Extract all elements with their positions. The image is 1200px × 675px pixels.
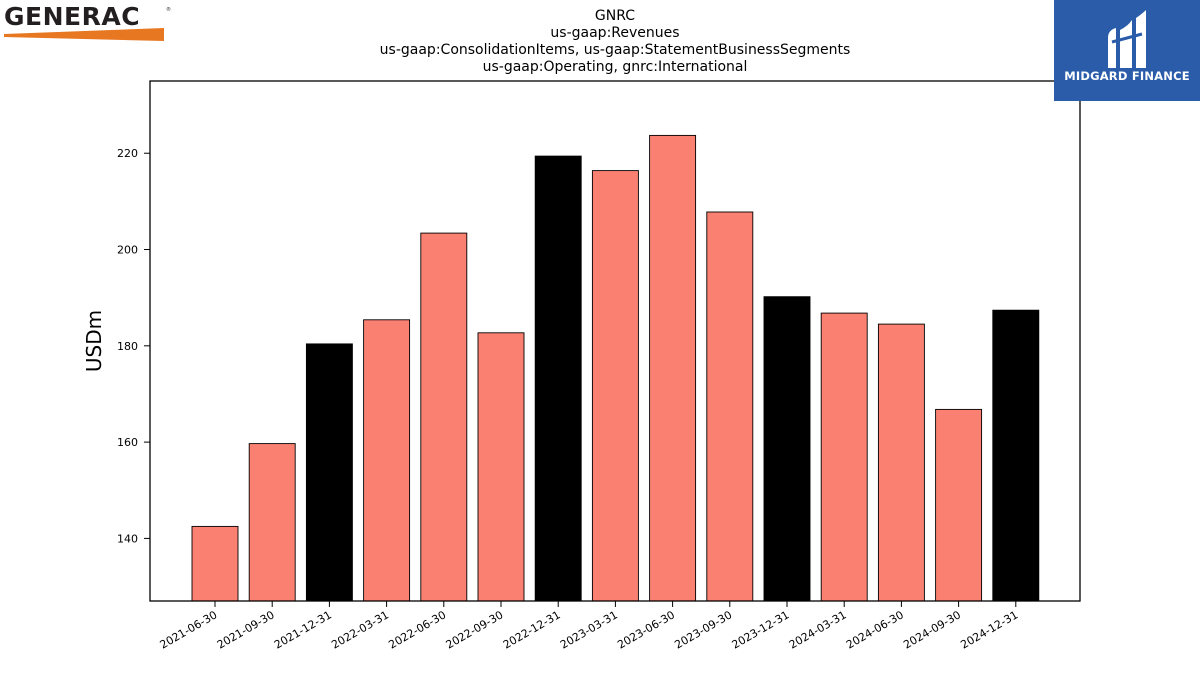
x-tick-label: 2024-12-31 <box>958 608 1020 651</box>
x-tick-label: 2022-09-30 <box>444 608 506 651</box>
bars <box>191 134 1040 602</box>
x-tick-label: 2022-06-30 <box>386 608 448 651</box>
y-tick-label: 140 <box>117 532 138 545</box>
bar-2022-06-30 <box>420 232 468 602</box>
generac-logo-text: GENERAC <box>4 4 140 31</box>
chart-title-line: us-gaap:Operating, gnrc:International <box>483 59 748 75</box>
x-tick-label: 2023-09-30 <box>672 608 734 651</box>
generac-swoosh-icon <box>4 28 164 41</box>
x-tick-label: 2024-09-30 <box>901 608 963 651</box>
registered-mark-icon: ® <box>166 6 171 13</box>
y-axis: 140 160 180 200 220 <box>117 147 150 545</box>
bar-2023-09-30 <box>706 211 754 602</box>
midgard-logo-text: MIDGARD FINANCE <box>1064 69 1190 83</box>
x-tick-label: 2021-06-30 <box>158 608 220 651</box>
y-tick-label: 220 <box>117 147 138 160</box>
midgard-m-icon <box>1108 10 1146 68</box>
x-tick-label: 2022-03-31 <box>329 608 391 651</box>
generac-logo: GENERAC ® <box>4 2 172 44</box>
y-tick-label: 180 <box>117 340 138 353</box>
x-tick-label: 2023-12-31 <box>730 608 792 651</box>
y-tick-label: 160 <box>117 436 138 449</box>
y-tick-label: 200 <box>117 244 138 257</box>
x-tick-label: 2022-12-31 <box>501 608 563 651</box>
bar-2021-06-30 <box>191 525 239 602</box>
bar-2024-03-31 <box>820 312 868 602</box>
x-tick-label: 2021-12-31 <box>272 608 334 651</box>
chart-title: GNRCus-gaap:Revenuesus-gaap:Consolidatio… <box>380 8 851 75</box>
plot-area-frame <box>149 80 1081 602</box>
x-tick-label: 2023-06-30 <box>615 608 677 651</box>
bar-2023-12-31 <box>763 296 811 602</box>
bar-2021-12-31 <box>305 343 353 602</box>
chart-title-line: GNRC <box>595 8 635 24</box>
bar-2024-09-30 <box>935 408 983 602</box>
bar-2024-12-31 <box>992 309 1040 602</box>
chart-title-line: us-gaap:ConsolidationItems, us-gaap:Stat… <box>380 42 851 58</box>
bar-2021-09-30 <box>248 443 296 602</box>
midgard-finance-logo: MIDGARD FINANCE <box>1054 0 1200 101</box>
bar-2022-12-31 <box>534 155 582 602</box>
y-axis-label: USDm <box>82 310 106 372</box>
x-tick-label: 2024-06-30 <box>844 608 906 651</box>
x-tick-label: 2021-09-30 <box>215 608 277 651</box>
x-axis: 2021-06-302021-09-302021-12-312022-03-31… <box>158 601 1020 652</box>
bar-2024-06-30 <box>877 323 925 602</box>
chart-title-line: us-gaap:Revenues <box>550 25 679 41</box>
bar-2023-06-30 <box>649 134 697 602</box>
bar-2023-03-31 <box>591 170 639 602</box>
x-tick-label: 2024-03-31 <box>787 608 849 651</box>
bar-2022-03-31 <box>363 319 411 602</box>
x-tick-label: 2023-03-31 <box>558 608 620 651</box>
bar-2022-09-30 <box>477 332 525 602</box>
